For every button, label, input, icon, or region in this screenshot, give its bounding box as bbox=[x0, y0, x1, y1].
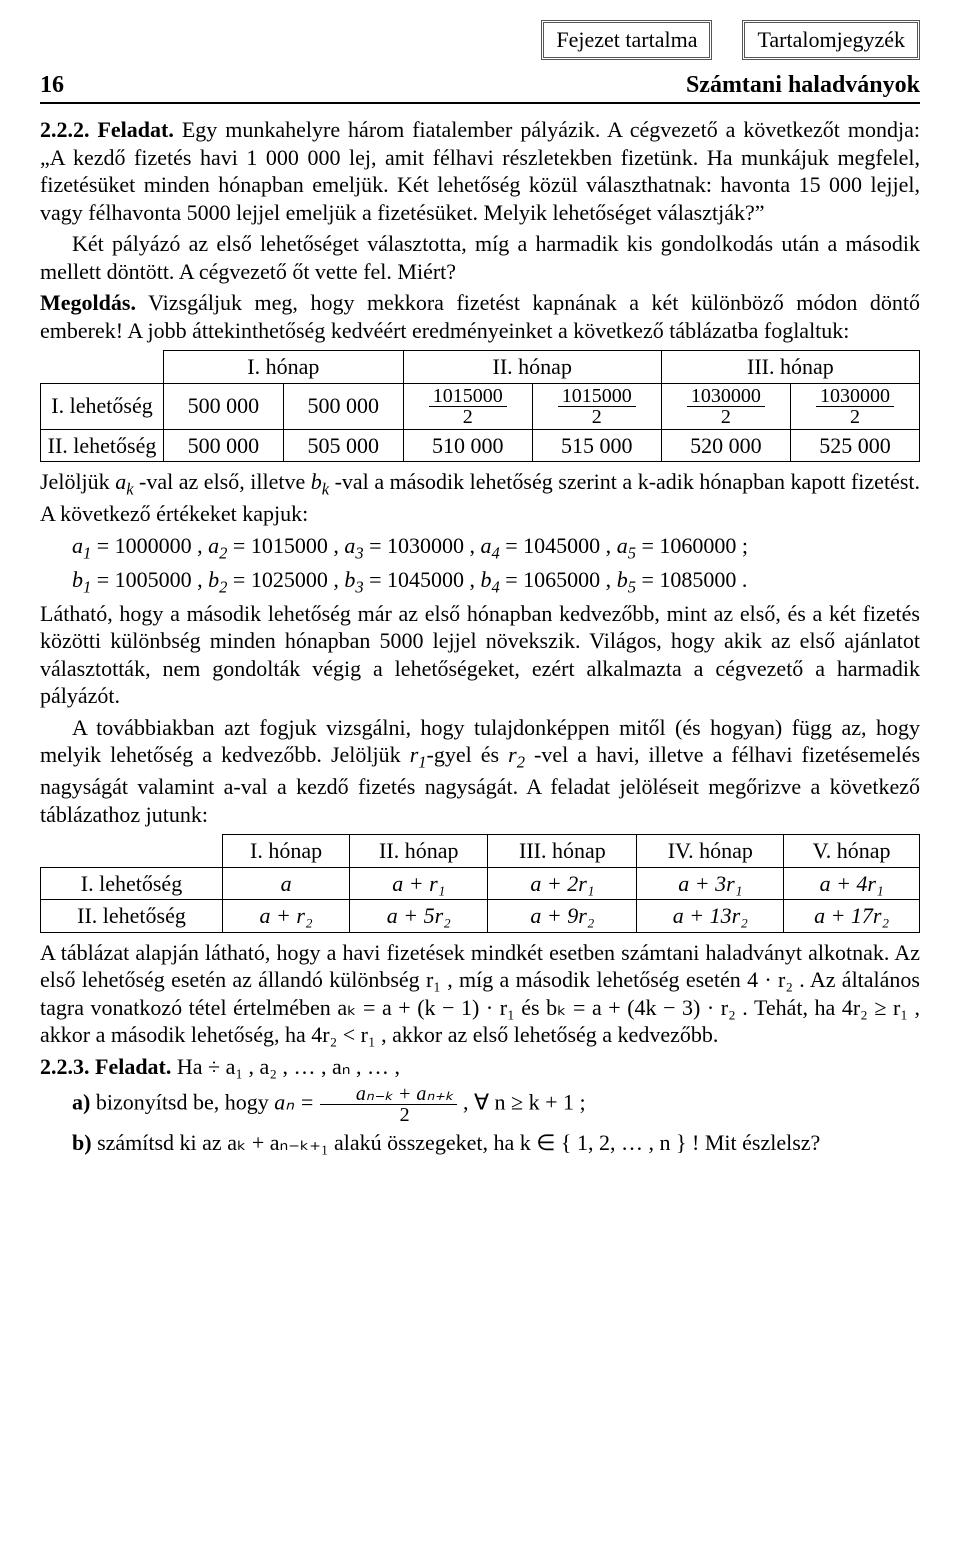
table-2: I. hónap II. hónap III. hónap IV. hónap … bbox=[40, 834, 920, 933]
table-row: II. lehetőség 500 000 505 000 510 000 51… bbox=[41, 429, 920, 462]
task-223-intro-text: Ha ÷ a₁ , a₂ , … , aₙ , … , bbox=[177, 1054, 400, 1079]
part-b-label: b) bbox=[72, 1130, 92, 1155]
discussion-p1: Látható, hogy a második lehetőség már az… bbox=[40, 600, 920, 710]
cell: 525 000 bbox=[790, 429, 919, 462]
after-table2-p1: A táblázat alapján látható, hogy a havi … bbox=[40, 939, 920, 1049]
table-1: I. hónap II. hónap III. hónap I. lehetős… bbox=[40, 350, 920, 462]
cell: 10150002 bbox=[403, 383, 532, 429]
cell: 520 000 bbox=[661, 429, 790, 462]
cell: 510 000 bbox=[403, 429, 532, 462]
cell: a + 5r₂ bbox=[350, 900, 488, 933]
task-222-label: 2.2.2. Feladat. bbox=[40, 117, 174, 142]
table-header: I. hónap bbox=[164, 351, 404, 384]
toc-button[interactable]: Tartalomjegyzék bbox=[742, 20, 920, 60]
cell: a + 17r₂ bbox=[784, 900, 920, 933]
row-label: II. lehetőség bbox=[41, 900, 223, 933]
part-a-lhs: aₙ = bbox=[274, 1090, 320, 1115]
table-header: III. hónap bbox=[488, 835, 637, 868]
table-header: III. hónap bbox=[661, 351, 919, 384]
eq-a-line: a1 = 1000000 , a2 = 1015000 , a3 = 10300… bbox=[40, 532, 920, 564]
cell: 10150002 bbox=[532, 383, 661, 429]
table-row: I. hónap II. hónap III. hónap bbox=[41, 351, 920, 384]
table-header: II. hónap bbox=[403, 351, 661, 384]
table-row: II. lehetőség a + r₂ a + 5r₂ a + 9r₂ a +… bbox=[41, 900, 920, 933]
row-label: II. lehetőség bbox=[41, 429, 164, 462]
cell: a + 9r₂ bbox=[488, 900, 637, 933]
page-title: Számtani haladványok bbox=[686, 70, 920, 100]
table-row: I. lehetőség a a + r₁ a + 2r₁ a + 3r₁ a … bbox=[41, 867, 920, 900]
part-a-label: a) bbox=[72, 1090, 90, 1115]
task-222-para1: 2.2.2. Feladat. Egy munkahelyre három fi… bbox=[40, 116, 920, 226]
solution-label: Megoldás. bbox=[40, 290, 136, 315]
task-223-intro: 2.2.3. Feladat. Ha ÷ a₁ , a₂ , … , aₙ , … bbox=[40, 1053, 920, 1081]
cell: 10300002 bbox=[661, 383, 790, 429]
part-a-text1: bizonyítsd be, hogy bbox=[96, 1090, 274, 1115]
task-223-label: 2.2.3. Feladat. bbox=[40, 1054, 171, 1079]
page-number: 16 bbox=[40, 70, 64, 100]
cell: a + r₂ bbox=[222, 900, 349, 933]
discussion-p2: A továbbiakban azt fogjuk vizsgálni, hog… bbox=[40, 714, 920, 829]
cell: a bbox=[222, 867, 349, 900]
cell: a + r₁ bbox=[350, 867, 488, 900]
cell: 500 000 bbox=[164, 383, 284, 429]
cell: 515 000 bbox=[532, 429, 661, 462]
task-223-part-b: b) számítsd ki az aₖ + aₙ₋ₖ₊₁ alakú össz… bbox=[40, 1129, 920, 1157]
table-header: II. hónap bbox=[350, 835, 488, 868]
table-header: V. hónap bbox=[784, 835, 920, 868]
after-table1-text: Jelöljük ak -val az első, illetve bk -va… bbox=[40, 468, 920, 528]
cell: a + 3r₁ bbox=[637, 867, 784, 900]
solution-text: Vizsgáljuk meg, hogy mekkora fizetést ka… bbox=[40, 290, 920, 343]
cell: 500 000 bbox=[283, 383, 403, 429]
solution-para: Megoldás. Vizsgáljuk meg, hogy mekkora f… bbox=[40, 289, 920, 344]
row-label: I. lehetőség bbox=[41, 383, 164, 429]
table-row: I. lehetőség 500 000 500 000 10150002 10… bbox=[41, 383, 920, 429]
cell: 10300002 bbox=[790, 383, 919, 429]
part-a-fraction: aₙ₋ₖ + aₙ₊ₖ 2 bbox=[320, 1084, 458, 1125]
cell: a + 2r₁ bbox=[488, 867, 637, 900]
table-row: I. hónap II. hónap III. hónap IV. hónap … bbox=[41, 835, 920, 868]
part-a-text2: , ∀ n ≥ k + 1 ; bbox=[463, 1090, 586, 1115]
table-header: IV. hónap bbox=[637, 835, 784, 868]
cell: a + 4r₁ bbox=[784, 867, 920, 900]
eq-b-line: b1 = 1005000 , b2 = 1025000 , b3 = 10450… bbox=[40, 566, 920, 598]
table-header bbox=[41, 835, 223, 868]
table-header: I. hónap bbox=[222, 835, 349, 868]
task-223-part-a: a) bizonyítsd be, hogy aₙ = aₙ₋ₖ + aₙ₊ₖ … bbox=[40, 1084, 920, 1125]
part-b-text: számítsd ki az aₖ + aₙ₋ₖ₊₁ alakú összege… bbox=[97, 1130, 820, 1155]
cell: 500 000 bbox=[164, 429, 284, 462]
row-label: I. lehetőség bbox=[41, 867, 223, 900]
task-222-para2: Két pályázó az első lehetőséget választo… bbox=[40, 230, 920, 285]
cell: a + 13r₂ bbox=[637, 900, 784, 933]
chapter-contents-button[interactable]: Fejezet tartalma bbox=[541, 20, 712, 60]
cell: 505 000 bbox=[283, 429, 403, 462]
